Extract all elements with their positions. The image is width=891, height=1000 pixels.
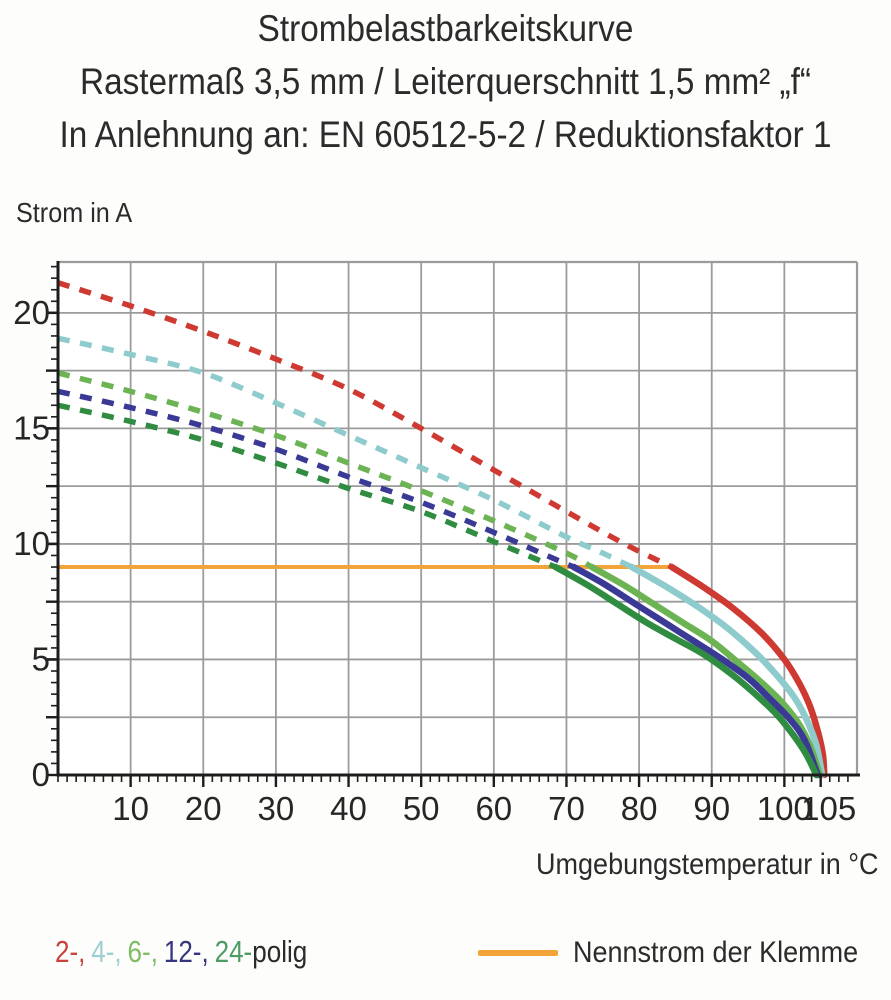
curve-solid-24-polig <box>552 563 820 779</box>
svg-text:105: 105 <box>801 790 856 827</box>
svg-text:100: 100 <box>757 790 812 827</box>
legend-pole-4: 24- <box>214 934 253 969</box>
svg-text:5: 5 <box>32 640 50 677</box>
svg-text:10: 10 <box>13 525 50 562</box>
plot-area <box>58 262 857 775</box>
legend-poles-suffix: polig <box>252 934 308 969</box>
curve-dashed-24-polig <box>57 402 557 570</box>
svg-text:20: 20 <box>185 790 222 827</box>
legend-pole-1: 4-, <box>91 934 122 969</box>
nominal-current-legend: Nennstrom der Klemme <box>478 936 890 970</box>
curve-solid-2-polig <box>668 563 828 779</box>
chart-subtitle: Rastermaß 3,5 mm / Leiterquerschnitt 1,5… <box>80 61 811 102</box>
svg-text:15: 15 <box>13 409 50 446</box>
figure-header: Strombelastbarkeitskurve Rastermaß 3,5 m… <box>0 2 891 161</box>
poles-legend: 2-, 4-, 6-, 12-, 24-polig <box>55 934 307 970</box>
curve-dashed-2-polig <box>57 280 673 570</box>
legend-pole-3: 12-, <box>163 934 209 969</box>
y-tick-labels: 0 5 10 15 20 <box>13 294 50 793</box>
svg-text:40: 40 <box>330 790 367 827</box>
svg-text:80: 80 <box>621 790 658 827</box>
curve-solid-12-polig <box>570 563 822 779</box>
legend-pole-2: 6-, <box>127 934 158 969</box>
svg-text:10: 10 <box>112 790 149 827</box>
svg-text:30: 30 <box>258 790 295 827</box>
svg-text:60: 60 <box>475 790 512 827</box>
svg-text:20: 20 <box>13 294 50 331</box>
chart-norm-note: In Anlehnung an: EN 60512-5-2 / Reduktio… <box>59 114 832 155</box>
svg-text:70: 70 <box>548 790 585 827</box>
chart-title: Strombelastbarkeitskurve <box>257 8 634 49</box>
axis-ticks <box>46 265 849 787</box>
svg-text:0: 0 <box>32 756 50 793</box>
legend-pole-0: 2-, <box>55 934 86 969</box>
y-axis-title: Strom in A <box>16 197 133 228</box>
svg-text:50: 50 <box>403 790 440 827</box>
curve-solid-4-polig <box>628 563 826 779</box>
nominal-current-label: Nennstrom der Klemme <box>573 936 859 969</box>
curve-dashed-6-polig <box>57 370 594 570</box>
curve-solid-6-polig <box>588 563 824 779</box>
curves <box>57 280 828 779</box>
curve-dashed-4-polig <box>57 335 634 570</box>
curve-dashed-12-polig <box>57 388 575 570</box>
x-axis-title: Umgebungstemperatur in °C <box>536 848 879 881</box>
svg-text:90: 90 <box>693 790 730 827</box>
nominal-current-swatch <box>478 950 558 956</box>
